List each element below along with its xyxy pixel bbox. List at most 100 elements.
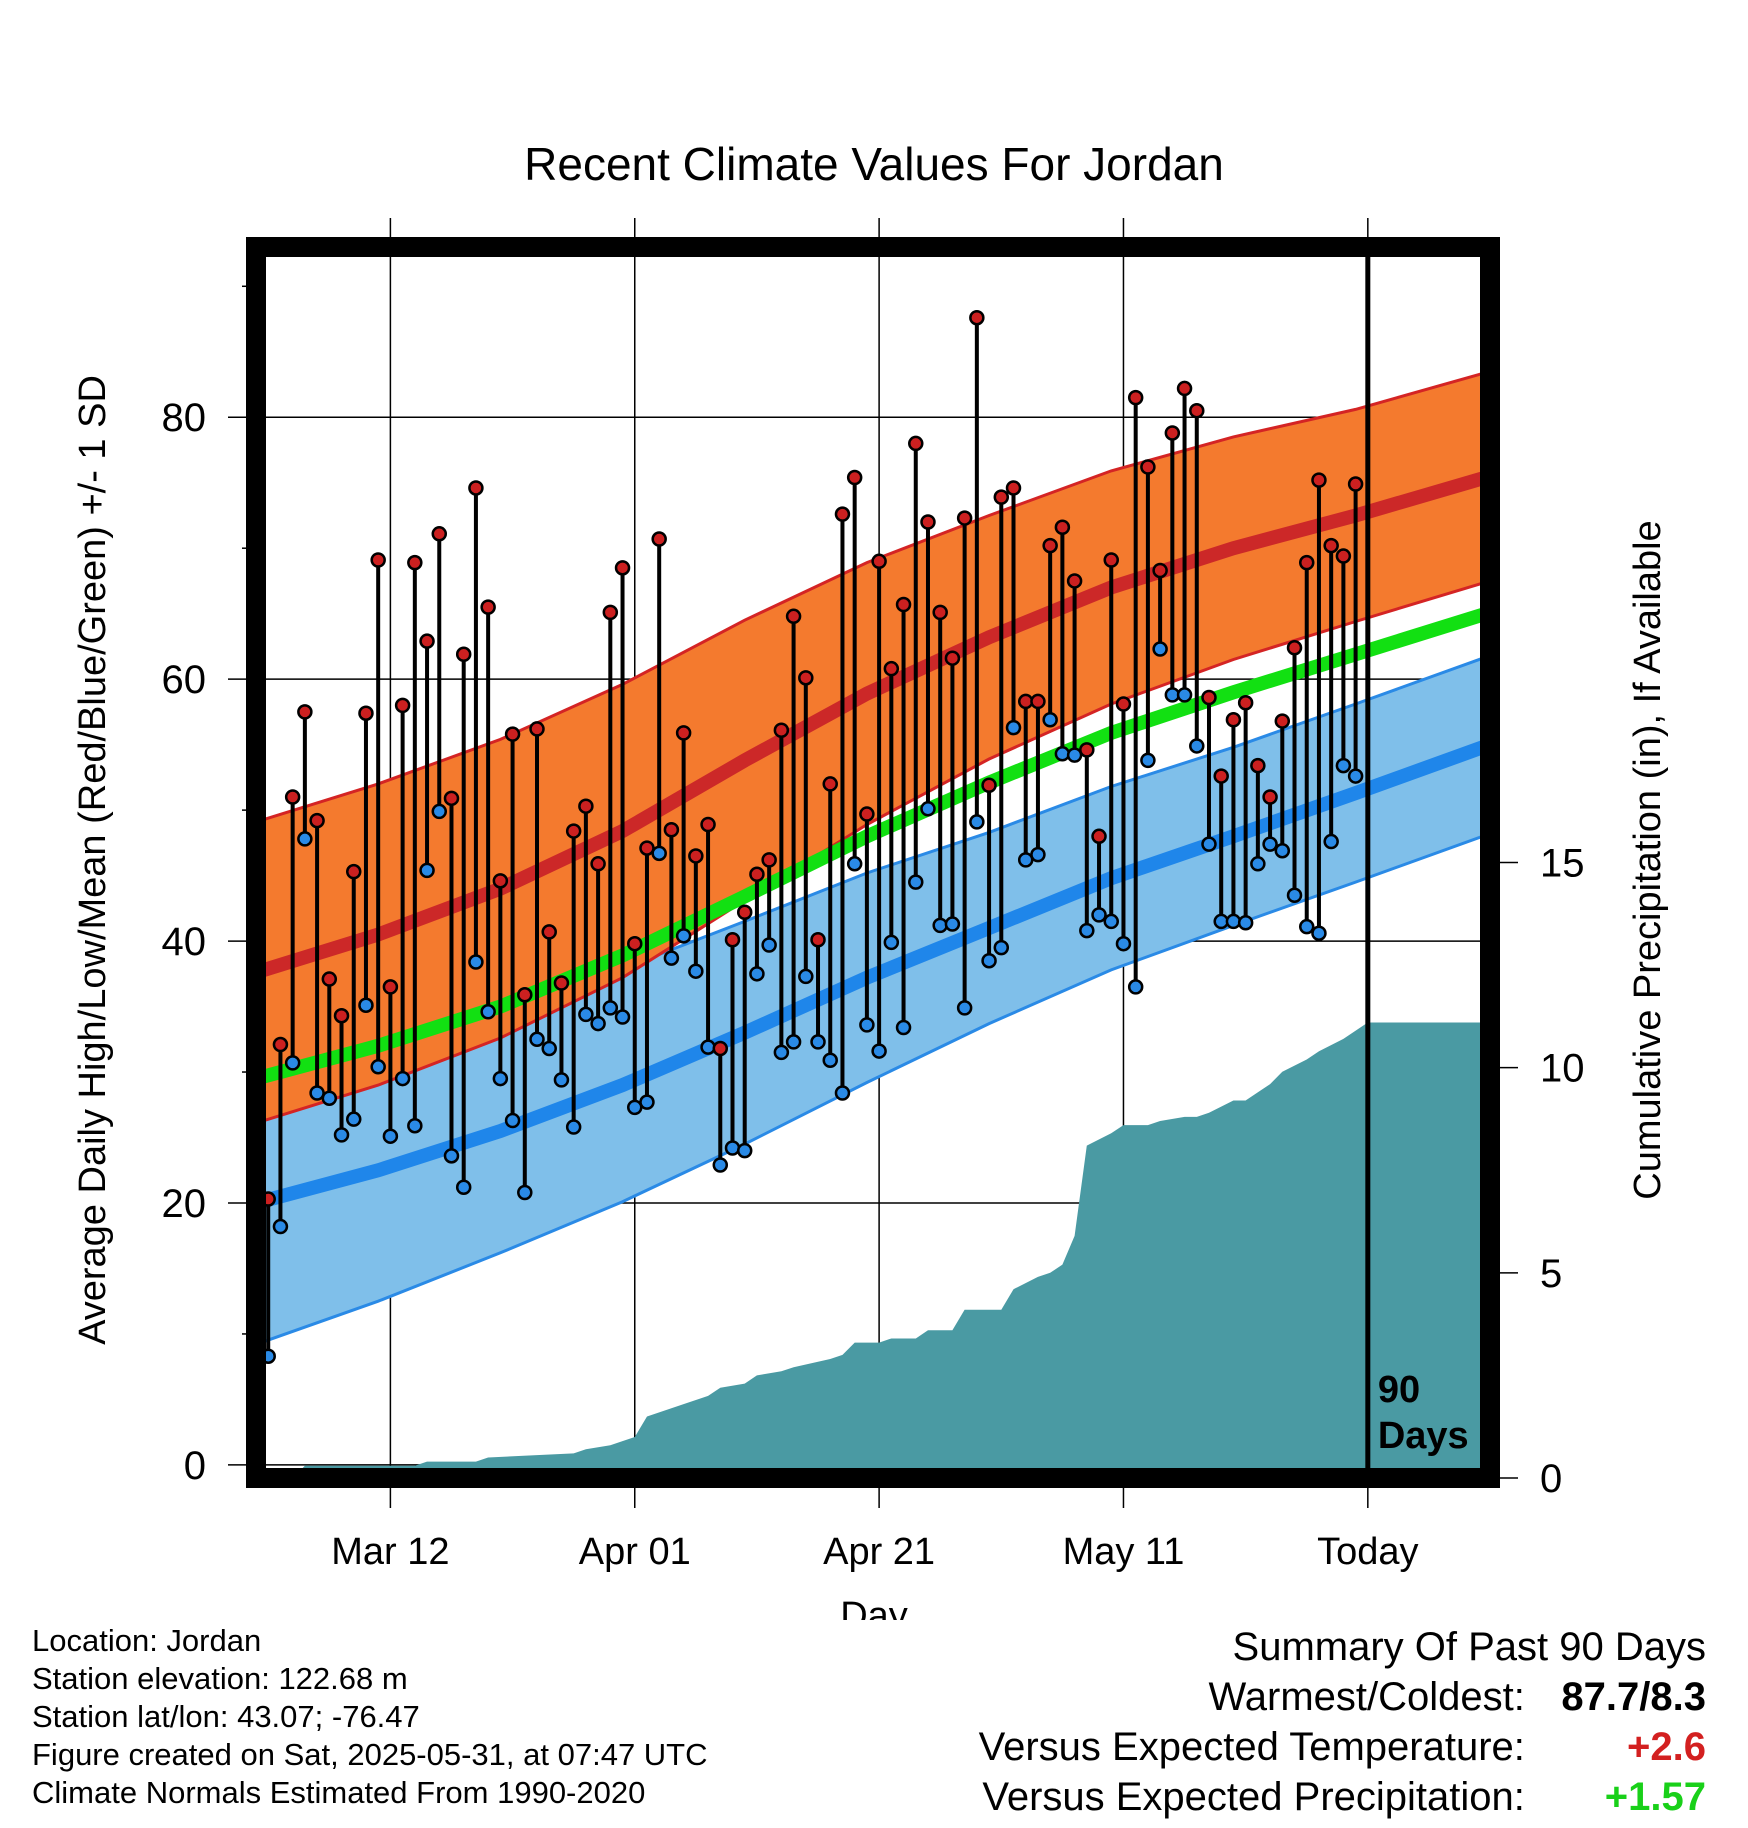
low-temp-point: [1127, 979, 1144, 995]
high-temp-point: [407, 554, 423, 571]
warm-cold-row: Warmest/Coldest: 87.7/8.3: [979, 1672, 1707, 1722]
high-temp-point: [675, 725, 692, 741]
y2-tick-label: 15: [1540, 842, 1585, 886]
high-temp-point: [370, 552, 386, 568]
high-temp-point: [1225, 712, 1242, 728]
temp-anomaly-row: Versus Expected Temperature: +2.6: [979, 1722, 1706, 1772]
high-temp-point: [614, 560, 631, 576]
temp-anomaly-label: Versus Expected Temperature:: [978, 1725, 1525, 1769]
high-temp-point: [419, 633, 435, 649]
high-temp-point: [993, 489, 1010, 505]
high-temp-point: [272, 1036, 289, 1053]
precipitation-area: [256, 1022, 1490, 1478]
low-temp-point: [1176, 687, 1193, 703]
low-temp-point: [1323, 833, 1339, 850]
low-temp-point: [309, 1085, 325, 1101]
high-temp-point: [345, 863, 362, 880]
high-temp-point: [773, 722, 790, 738]
high-temp-point: [565, 823, 582, 839]
low-temp-point: [358, 997, 374, 1013]
high-temp-point: [1250, 757, 1266, 774]
high-temp-point: [590, 856, 606, 872]
low-temp-point: [1311, 925, 1327, 941]
summary-title: Summary Of Past 90 Days: [1232, 1625, 1706, 1669]
low-temp-point: [1017, 852, 1034, 868]
precip-anomaly-row: Versus Expected Precipitation: +1.57: [979, 1772, 1706, 1822]
low-temp-point: [1262, 836, 1278, 852]
x-tick-label: Apr 01: [579, 1531, 691, 1573]
high-temp-point: [1311, 472, 1327, 488]
high-temp-point: [700, 816, 716, 833]
high-temp-point: [1176, 380, 1193, 397]
low-temp-point: [1250, 856, 1266, 872]
high-temp-point: [358, 705, 374, 721]
low-temp-point: [297, 831, 313, 847]
high-temp-point: [761, 852, 777, 868]
low-temp-point: [981, 952, 997, 969]
latlon-text: Station lat/lon: 43.07; -76.47: [32, 1699, 420, 1734]
low-temp-point: [932, 917, 948, 934]
low-temp-point: [834, 1085, 851, 1101]
x-tick-label: Today: [1317, 1531, 1418, 1573]
low-temp-point: [908, 874, 924, 890]
high-temp-point: [1127, 389, 1144, 406]
high-temp-point: [1066, 573, 1083, 589]
high-temp-point: [712, 1040, 729, 1057]
high-temp-point: [981, 777, 997, 793]
high-temp-point: [517, 987, 533, 1003]
low-temp-point: [407, 1117, 423, 1134]
high-temp-point: [724, 932, 741, 948]
low-temp-point: [969, 814, 985, 830]
high-temp-point: [382, 979, 399, 995]
high-temp-point: [798, 670, 814, 686]
high-temp-point: [431, 526, 448, 542]
y-tick-label: 60: [162, 658, 207, 702]
low-temp-point: [284, 1055, 301, 1071]
x-tick-label: May 11: [1063, 1531, 1185, 1573]
high-temp-point: [321, 971, 338, 987]
low-temp-point: [1189, 738, 1205, 754]
low-temp-point: [785, 1034, 802, 1050]
high-temp-point: [1237, 694, 1254, 711]
low-temp-point: [1335, 757, 1352, 774]
high-temp-point: [822, 776, 838, 792]
high-temp-point: [944, 650, 961, 666]
precip-anomaly-label: Versus Expected Precipitation:: [982, 1775, 1525, 1819]
high-temp-point: [1091, 828, 1107, 845]
low-temp-point: [956, 1000, 973, 1016]
high-mean-line: [256, 469, 1490, 980]
low-temp-point: [712, 1157, 729, 1173]
low-temp-point: [846, 856, 863, 872]
y-tick-label: 80: [162, 396, 207, 440]
y2-tick-label: 10: [1540, 1047, 1585, 1091]
x-tick-label: Apr 21: [823, 1531, 935, 1573]
period-label-unit: Days: [1378, 1415, 1469, 1457]
low-temp-point: [492, 1070, 509, 1087]
low-temp-point: [761, 937, 777, 953]
low-temp-point: [321, 1090, 338, 1106]
low-temp-point: [455, 1179, 472, 1196]
high-temp-point: [810, 932, 826, 948]
high-temp-point: [1103, 552, 1119, 568]
high-temp-point: [504, 726, 521, 742]
low-temp-point: [1042, 712, 1058, 728]
low-temp-point: [1005, 719, 1022, 736]
high-temp-point: [871, 553, 887, 570]
high-temp-point: [1005, 480, 1022, 496]
high-temp-point: [529, 721, 545, 737]
low-temp-point: [1091, 907, 1107, 923]
low-temp-point: [639, 1094, 655, 1110]
x-tick-label: Mar 12: [331, 1531, 449, 1573]
high-temp-point: [1152, 562, 1168, 579]
low-temp-point: [1347, 768, 1364, 784]
high-temp-point: [688, 848, 704, 864]
y-tick-label: 40: [162, 920, 207, 964]
high-temp-point: [1213, 768, 1229, 784]
high-temp-point: [639, 840, 655, 856]
high-temp-point: [1262, 789, 1278, 805]
normals-period-text: Climate Normals Estimated From 1990-2020: [32, 1775, 646, 1810]
high-temp-point: [1054, 519, 1071, 535]
low-temp-point: [370, 1059, 386, 1075]
low-normal-band: [256, 654, 1490, 1346]
y2-axis-label: Cumulative Precipitation (in), If Availa…: [1627, 520, 1669, 1199]
